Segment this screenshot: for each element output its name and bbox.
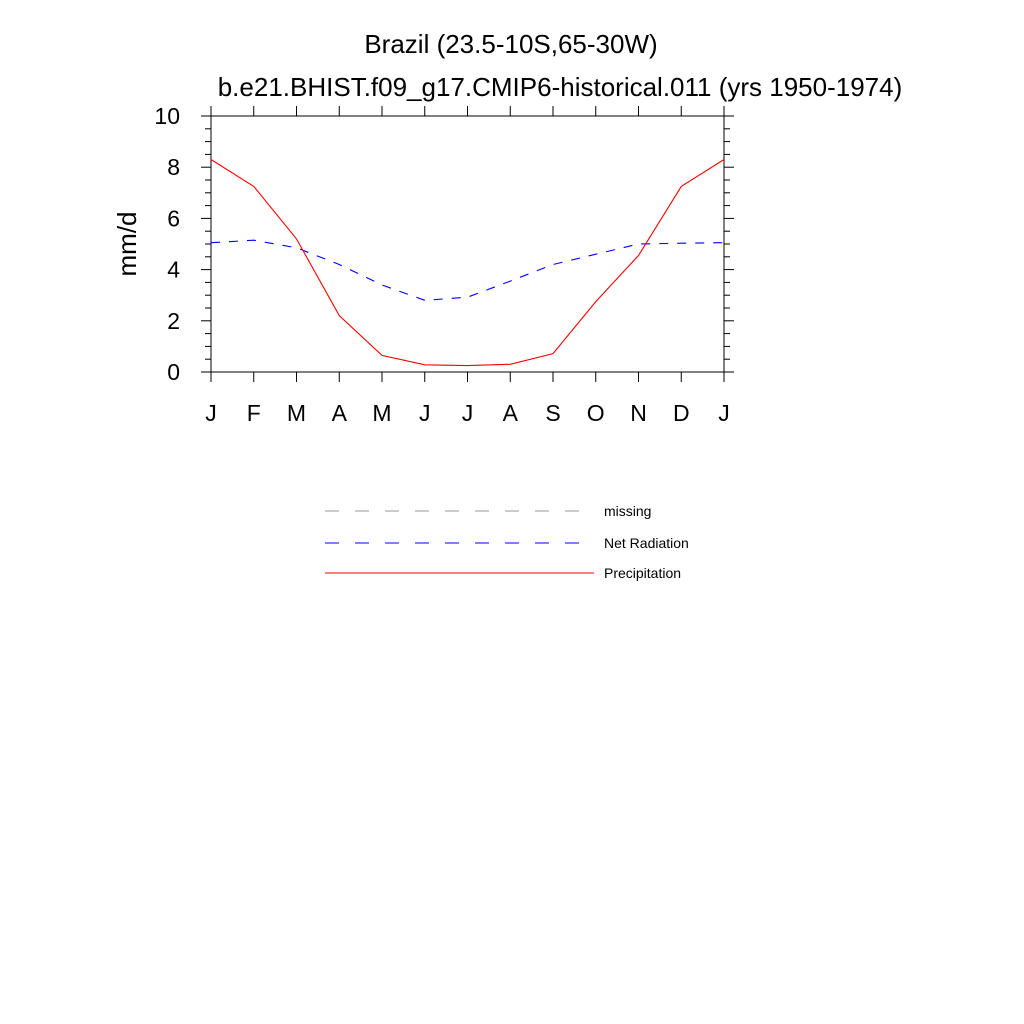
series-line-net-radiation (210, 239, 725, 301)
x-tick-label: D (673, 400, 690, 426)
legend-label: Net Radiation (604, 535, 689, 551)
chart-subtitle: b.e21.BHIST.f09_g17.CMIP6-historical.011… (218, 72, 903, 102)
x-tick-label: A (503, 400, 519, 426)
y-tick-label: 2 (167, 308, 180, 334)
x-tick-label: M (372, 400, 391, 426)
y-tick-label: 8 (167, 154, 180, 180)
y-tick-label: 10 (154, 103, 180, 129)
x-tick-label: F (247, 400, 261, 426)
legend: missing Net Radiation Precipitation (325, 503, 689, 581)
legend-label: missing (604, 503, 651, 519)
x-tick-label: O (587, 400, 605, 426)
x-tick-label: N (630, 400, 647, 426)
x-tick-label: J (718, 400, 730, 426)
y-axis-label: mm/d (112, 212, 142, 277)
x-tick-label: M (287, 400, 306, 426)
series-line-precipitation (210, 159, 725, 367)
x-tick-label: A (332, 400, 348, 426)
x-tick-label: S (545, 400, 560, 426)
x-tick-label: J (419, 400, 431, 426)
legend-label: Precipitation (604, 565, 681, 581)
chart-title: Brazil (23.5-10S,65-30W) (364, 29, 657, 59)
x-tick-label: J (462, 400, 474, 426)
y-tick-label: 6 (167, 205, 180, 231)
y-tick-label: 0 (167, 359, 180, 385)
x-tick-label: J (205, 400, 217, 426)
y-tick-label: 4 (167, 257, 180, 283)
